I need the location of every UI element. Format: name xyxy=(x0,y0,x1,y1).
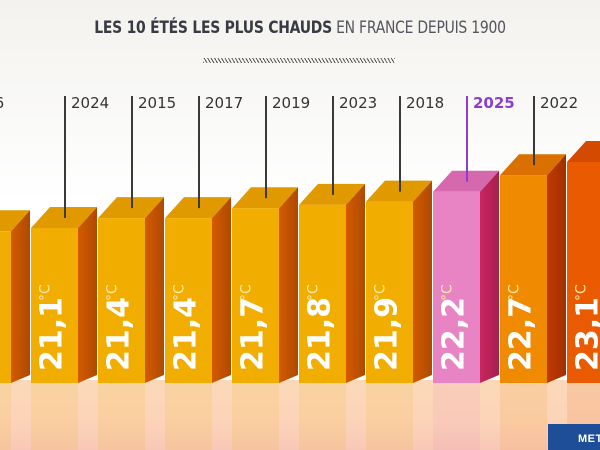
bar-2024 xyxy=(31,228,78,383)
value-label-group: 21,4°C xyxy=(102,284,137,371)
bar-side-shade xyxy=(145,197,164,383)
value-label-group: 21,8°C xyxy=(303,284,338,371)
bar-reflection xyxy=(366,383,413,450)
value-label-group: 21,7°C xyxy=(236,284,271,371)
bar-side-shade xyxy=(480,170,499,383)
bar-reflection xyxy=(433,383,480,450)
bar-side-shade xyxy=(547,154,566,383)
year-label: 2023 xyxy=(339,94,377,112)
bar-top-2003 xyxy=(567,141,600,162)
bar-side-shade xyxy=(279,187,298,383)
title-underline-hatch xyxy=(203,58,395,63)
bar-reflection xyxy=(0,383,11,450)
value-label-group: 21,4°C xyxy=(169,284,204,371)
unit-label: °C xyxy=(507,284,523,301)
year-label: 2006 xyxy=(0,94,4,112)
bar-reflection xyxy=(31,383,78,450)
unit-label: °C xyxy=(172,284,188,301)
year-label: 2019 xyxy=(272,94,310,112)
value-label-group: 22,7°C xyxy=(504,284,539,371)
bar-top-2006 xyxy=(0,210,30,232)
bar-reflection xyxy=(232,383,279,450)
value-label: 21,9 xyxy=(370,297,405,371)
bar-side-shade xyxy=(413,180,432,383)
year-label: 2015 xyxy=(138,94,176,112)
bar-reflection xyxy=(98,383,145,450)
value-label: 21,4 xyxy=(169,297,204,371)
value-label: 21,4 xyxy=(102,297,137,371)
year-label: 2017 xyxy=(205,94,243,112)
bar-side-shade xyxy=(346,183,365,383)
chart-title: LES 10 ÉTÉS LES PLUS CHAUDS EN FRANCE DE… xyxy=(54,18,546,38)
bar-2018 xyxy=(366,201,413,383)
year-label: 2025 xyxy=(473,94,515,112)
bar-side-shade xyxy=(78,207,97,383)
value-label: 22,7 xyxy=(504,297,539,371)
bar-2015 xyxy=(98,218,145,383)
value-label: 21,7 xyxy=(236,297,271,371)
brand-badge: MET xyxy=(548,424,600,450)
bar-side-shade xyxy=(212,197,231,383)
reflection-floor xyxy=(0,380,600,450)
unit-label: °C xyxy=(440,284,456,301)
title-bold: LES 10 ÉTÉS LES PLUS CHAUDS xyxy=(94,18,332,38)
bar-2025 xyxy=(433,191,480,383)
unit-label: °C xyxy=(105,284,121,301)
value-label: 21,8 xyxy=(303,297,338,371)
value-label: 23,1 xyxy=(571,297,600,371)
bar-reflection xyxy=(299,383,346,450)
year-label: 2024 xyxy=(71,94,109,112)
bar-reflection xyxy=(500,383,547,450)
unit-label: °C xyxy=(306,284,322,301)
value-label-group: 21,9°C xyxy=(370,284,405,371)
bar-2019 xyxy=(232,208,279,383)
bar-2006 xyxy=(0,231,11,383)
bar-2003 xyxy=(567,162,600,383)
year-label: 2018 xyxy=(406,94,444,112)
value-label: 22,2 xyxy=(437,297,472,371)
bar-2023 xyxy=(299,204,346,383)
year-label: 2022 xyxy=(540,94,578,112)
unit-label: °C xyxy=(373,284,389,301)
bar-reflection xyxy=(165,383,212,450)
value-label-group: 22,2°C xyxy=(437,284,472,371)
unit-label: °C xyxy=(38,284,54,301)
bar-2022 xyxy=(500,175,547,383)
value-label: 21,1 xyxy=(35,297,70,371)
title-light: EN FRANCE DEPUIS 1900 xyxy=(336,18,506,38)
unit-label: °C xyxy=(239,284,255,301)
value-label-group: 21,1°C xyxy=(35,284,70,371)
bar-2017 xyxy=(165,218,212,383)
value-label-group: 23,1°C xyxy=(571,284,600,371)
bar-side-shade xyxy=(11,210,30,383)
unit-label: °C xyxy=(574,284,590,301)
